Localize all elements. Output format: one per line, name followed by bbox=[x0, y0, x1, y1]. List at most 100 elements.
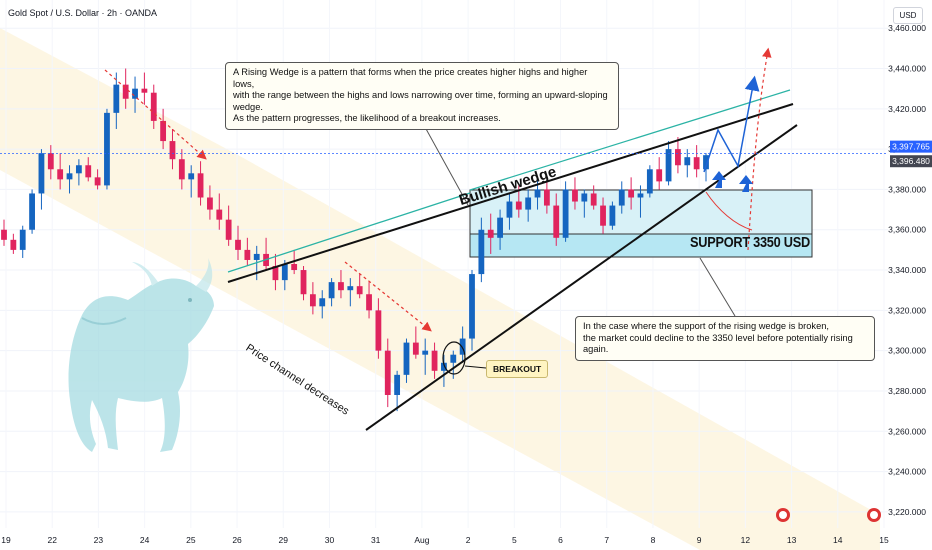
candle-body bbox=[113, 84, 120, 113]
descending-channel bbox=[0, 28, 880, 550]
candle-body bbox=[572, 189, 578, 202]
x-tick-label: 5 bbox=[512, 535, 517, 545]
rising-wedge-note: A Rising Wedge is a pattern that forms w… bbox=[225, 62, 619, 130]
price-label-box bbox=[890, 140, 932, 153]
breakout-label: BREAKOUT bbox=[486, 360, 549, 378]
candle-body bbox=[309, 294, 316, 307]
y-tick-label: 3,300.000 bbox=[888, 346, 926, 356]
candle-body bbox=[656, 169, 663, 182]
candle-body bbox=[562, 189, 569, 238]
y-tick-label: 3,320.000 bbox=[888, 305, 926, 315]
y-tick-label: 3,280.000 bbox=[888, 386, 926, 396]
candle-body bbox=[197, 173, 204, 198]
candlestick-series bbox=[1, 68, 709, 412]
dotted-arrow-1 bbox=[104, 69, 207, 160]
candle-body bbox=[394, 374, 401, 395]
x-tick-label: 19 bbox=[1, 535, 11, 545]
support-zone-lower bbox=[469, 233, 813, 258]
wedge-upper-line bbox=[227, 103, 794, 283]
x-tick-label: 25 bbox=[186, 535, 196, 545]
x-tick-label: 8 bbox=[651, 535, 656, 545]
blue-up-arrow-1 bbox=[712, 171, 726, 188]
candle-body bbox=[160, 120, 167, 142]
currency-button[interactable]: USD bbox=[893, 7, 923, 24]
candle-body bbox=[291, 264, 298, 271]
candle-body bbox=[431, 350, 438, 371]
candle-body bbox=[600, 205, 606, 226]
candle-body bbox=[375, 310, 382, 351]
x-tick-label: 12 bbox=[741, 535, 751, 545]
y-tick-label: 3,240.000 bbox=[888, 467, 926, 477]
support-label: SUPPORT 3350 USD bbox=[690, 234, 810, 251]
candle-body bbox=[272, 266, 279, 281]
candle-body bbox=[29, 193, 35, 230]
y-tick-label: 3,380.000 bbox=[888, 184, 926, 194]
x-tick-label: 31 bbox=[371, 535, 381, 545]
bull-illustration bbox=[68, 258, 214, 452]
candle-body bbox=[178, 159, 185, 180]
candle-body bbox=[169, 141, 176, 160]
y-tick-label: 3,360.000 bbox=[888, 225, 926, 235]
dotted-arrow-2 bbox=[344, 261, 432, 332]
x-tick-label: Aug bbox=[414, 535, 429, 545]
candle-body bbox=[515, 201, 522, 210]
candle-body bbox=[384, 350, 391, 395]
projection-zigzag bbox=[703, 75, 760, 173]
candle-body bbox=[85, 165, 92, 178]
note-line: As the pattern progresses, the likelihoo… bbox=[233, 113, 501, 123]
candle-body bbox=[47, 153, 54, 170]
candle-body bbox=[235, 239, 241, 250]
candle-body bbox=[684, 157, 691, 166]
candle-body bbox=[450, 354, 457, 363]
wedge-lower-line bbox=[365, 124, 798, 431]
candle-body bbox=[188, 173, 195, 180]
candle-body bbox=[1, 229, 7, 240]
candle-body bbox=[281, 264, 288, 281]
note-line: the market could decline to the 3350 lev… bbox=[583, 332, 853, 355]
projection-up-dotted bbox=[747, 47, 772, 251]
x-tick-label: 22 bbox=[47, 535, 57, 545]
candle-body bbox=[497, 217, 503, 238]
y-tick-label: 3,260.000 bbox=[888, 426, 926, 436]
candle-body bbox=[216, 209, 223, 220]
candle-body bbox=[403, 342, 410, 375]
candle-body bbox=[693, 157, 700, 170]
candle-body bbox=[19, 229, 26, 250]
x-tick-label: 13 bbox=[787, 535, 797, 545]
y-tick-label: 3,460.000 bbox=[888, 23, 926, 33]
y-tick-label: 3,220.000 bbox=[888, 507, 926, 517]
candle-body bbox=[319, 298, 326, 307]
candle-body bbox=[646, 169, 653, 194]
candle-body bbox=[478, 229, 485, 275]
candle-body bbox=[441, 362, 447, 371]
candle-body bbox=[300, 270, 307, 295]
candle-body bbox=[412, 342, 419, 355]
note-line: A Rising Wedge is a pattern that forms w… bbox=[233, 67, 588, 89]
y-tick-label: 3,340.000 bbox=[888, 265, 926, 275]
candle-body bbox=[590, 193, 597, 206]
candle-body bbox=[244, 249, 251, 260]
candle-body bbox=[637, 193, 644, 198]
y-axis: 3,220.000 3,240.000 3,260.000 3,280.000 3,30… bbox=[888, 23, 926, 517]
candle-body bbox=[543, 189, 550, 206]
candle-body bbox=[703, 155, 709, 170]
candle-body bbox=[207, 197, 213, 210]
candle-body bbox=[132, 88, 138, 99]
candle-body bbox=[581, 193, 588, 202]
x-tick-label: 26 bbox=[232, 535, 242, 545]
breakout-connector bbox=[464, 365, 487, 369]
candle-body bbox=[75, 165, 82, 174]
x-tick-label: 9 bbox=[697, 535, 702, 545]
y-tick-label: 3,440.000 bbox=[888, 64, 926, 74]
blue-up-arrow-2 bbox=[739, 175, 753, 192]
price-labels: 3,397.765 3,396.480 bbox=[890, 140, 932, 168]
note2-connector bbox=[699, 257, 736, 317]
candle-body bbox=[104, 112, 110, 186]
candle-body bbox=[459, 338, 466, 355]
price-label-text: 3,397.765 bbox=[892, 142, 930, 152]
candle-body bbox=[66, 173, 73, 180]
candle-body bbox=[94, 177, 101, 186]
us-flag-icon bbox=[776, 508, 790, 522]
projection-down-curve bbox=[705, 191, 753, 231]
candle-body bbox=[10, 239, 17, 250]
